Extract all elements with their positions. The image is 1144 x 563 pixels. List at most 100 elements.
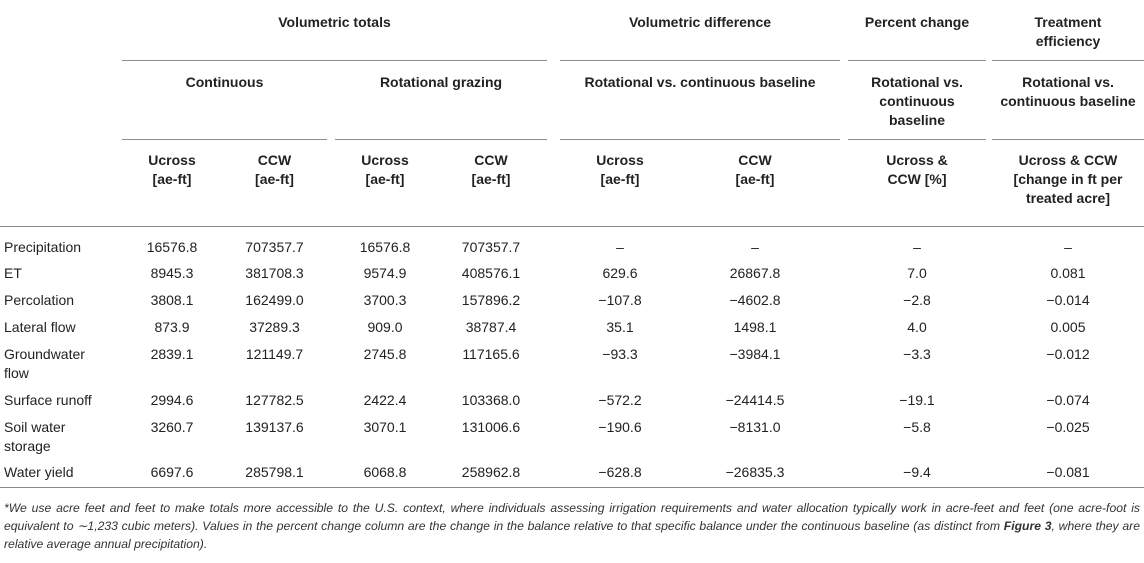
table-cell: 157896.2 — [461, 292, 521, 308]
rule-volumetric-difference — [560, 60, 840, 61]
column-header-line1: Ucross — [148, 152, 196, 168]
subheader-continuous: Continuous — [185, 74, 264, 90]
table-cell: 629.6 — [602, 265, 638, 281]
row-label: ET — [4, 264, 22, 283]
rule-header-bottom — [0, 226, 1144, 227]
header-volumetric-totals: Volumetric totals — [278, 14, 391, 30]
footnote-figure-link[interactable]: Figure 3 — [1003, 519, 1052, 533]
table-cell: 7.0 — [907, 265, 927, 281]
column-header-line1: Ucross & CCW — [1018, 152, 1118, 168]
column-header-line2: [ae-ft] — [255, 171, 294, 187]
table-cell: −190.6 — [598, 419, 642, 435]
subheader-treatment-basis: Rotational vs. continuous baseline — [992, 73, 1144, 111]
table-cell: 26867.8 — [729, 265, 781, 281]
table-cell: 8945.3 — [150, 265, 194, 281]
table-cell: 2422.4 — [363, 392, 407, 408]
column-header: Ucross [ae-ft] — [122, 151, 222, 189]
table-cell: −107.8 — [598, 292, 642, 308]
column-header: CCW [ae-ft] — [435, 151, 547, 189]
table-cell: 707357.7 — [461, 239, 521, 255]
table-cell: 6697.6 — [150, 464, 194, 480]
subheader-rotational-grazing: Rotational grazing — [379, 74, 503, 90]
table-cell: −8131.0 — [729, 419, 781, 435]
table-cell: 3070.1 — [363, 419, 407, 435]
row-label-line: storage — [4, 438, 51, 454]
subheader-rot-vs-cont: Rotational vs. continuous baseline — [584, 74, 816, 90]
table-cell: 38787.4 — [465, 319, 517, 335]
table-cell: 2839.1 — [150, 346, 194, 362]
rule-continuous — [122, 139, 327, 140]
table-cell: −0.014 — [1046, 292, 1090, 308]
column-header-line1: Ucross & — [886, 152, 948, 168]
row-label-line: Surface runoff — [4, 392, 92, 408]
subheader-percent-change-basis: Rotational vs. continuous baseline — [848, 73, 986, 130]
rule-rot-vs-cont — [560, 139, 840, 140]
footnote-text-2: , where they are relative average annual… — [4, 519, 1140, 551]
pc-basis-line3: baseline — [888, 112, 946, 128]
table-cell: 707357.7 — [245, 239, 304, 255]
column-header-line2: [ae-ft] — [735, 171, 775, 187]
header-percent-change: Percent change — [864, 14, 970, 30]
row-label: Soil water storage — [4, 418, 65, 456]
footnote-text-1: *We use acre feet and feet to make total… — [4, 501, 1140, 533]
row-label: Surface runoff — [4, 391, 92, 410]
column-header: Ucross [ae-ft] — [560, 151, 680, 189]
column-header-line2: [change in ft per — [1013, 171, 1123, 187]
table-cell: 127782.5 — [245, 392, 304, 408]
table-cell: −3984.1 — [729, 346, 781, 362]
row-label: Groundwater flow — [4, 345, 85, 383]
column-header-line2: [ae-ft] — [600, 171, 640, 187]
table-cell: 131006.6 — [461, 419, 521, 435]
table-cell: 6068.8 — [363, 464, 407, 480]
te-basis-line2: continuous baseline — [1000, 93, 1136, 109]
table-cell: 408576.1 — [461, 265, 521, 281]
table-cell: 909.0 — [367, 319, 403, 335]
table-cell: −93.3 — [602, 346, 638, 362]
column-header-line1: Ucross — [361, 152, 409, 168]
table-cell: 16576.8 — [359, 239, 411, 255]
table-cell: −572.2 — [598, 392, 642, 408]
table-cell: −0.081 — [1046, 464, 1090, 480]
row-label-line: Percolation — [4, 292, 75, 308]
table-cell: 16576.8 — [146, 239, 198, 255]
column-header-line3: treated acre] — [1025, 190, 1111, 206]
table-cell: 3260.7 — [150, 419, 194, 435]
header-volumetric-difference: Volumetric difference — [628, 14, 772, 30]
column-header-line2: CCW [%] — [887, 171, 947, 187]
table-cell: 4.0 — [907, 319, 927, 335]
column-header: CCW [ae-ft] — [222, 151, 327, 189]
table-cell: 117165.6 — [462, 346, 520, 362]
rule-percent-change — [848, 60, 986, 61]
table-cell: 9574.9 — [363, 265, 407, 281]
column-header: Ucross [ae-ft] — [335, 151, 435, 189]
table-cell: 1498.1 — [733, 319, 777, 335]
table-cell: −3.3 — [903, 346, 931, 362]
table-cell: 0.005 — [1050, 319, 1086, 335]
table-cell: −628.8 — [598, 464, 642, 480]
table-cell: −26835.3 — [725, 464, 785, 480]
column-header-line2: [ae-ft] — [471, 171, 511, 187]
table-cell: 3700.3 — [363, 292, 407, 308]
header-treatment-line2: efficiency — [1035, 33, 1101, 49]
table-cell: −0.074 — [1046, 392, 1090, 408]
table-cell: – — [913, 239, 921, 255]
column-header-line1: CCW — [738, 152, 772, 168]
te-basis-line1: Rotational vs. — [1022, 74, 1114, 90]
table-cell: 2745.8 — [363, 346, 407, 362]
rule-treatment-efficiency — [992, 60, 1144, 61]
table-cell: −9.4 — [903, 464, 931, 480]
table-cell: −0.012 — [1046, 346, 1090, 362]
table-cell: 2994.6 — [150, 392, 194, 408]
column-header: CCW [ae-ft] — [690, 151, 820, 189]
table-cell: −24414.5 — [725, 392, 785, 408]
rule-te-basis — [992, 139, 1144, 140]
row-label-line: Groundwater — [4, 346, 85, 362]
header-treatment-efficiency: Treatment efficiency — [992, 13, 1144, 51]
table-cell: −5.8 — [903, 419, 931, 435]
table-cell: 381708.3 — [245, 265, 304, 281]
rule-table-bottom — [0, 487, 1144, 488]
table-cell: – — [751, 239, 759, 255]
row-label-line: Lateral flow — [4, 319, 76, 335]
row-label: Lateral flow — [4, 318, 76, 337]
table-cell: 162499.0 — [245, 292, 304, 308]
